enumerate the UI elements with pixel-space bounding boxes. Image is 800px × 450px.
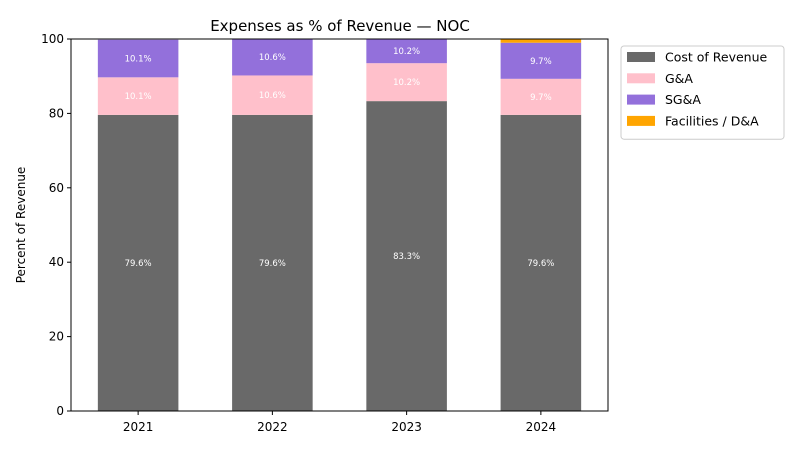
bar-2022-series-2: [232, 39, 313, 76]
legend-box: [620, 45, 785, 140]
x-tick-label: 2021: [123, 420, 154, 434]
bar-label: 83.3%: [393, 252, 420, 262]
y-tick-label: 60: [49, 181, 64, 195]
x-tick-label: 2022: [257, 420, 288, 434]
bar-label: 79.6%: [125, 259, 152, 269]
bar-label: 10.2%: [393, 47, 420, 57]
y-axis-label: Percent of Revenue: [14, 167, 28, 284]
y-tick-label: 20: [49, 330, 64, 344]
bar-label: 79.6%: [527, 259, 554, 269]
y-tick-label: 80: [49, 106, 64, 120]
bar-2021-series-0: [97, 114, 179, 411]
legend-swatch: [627, 94, 655, 105]
bar-2024-series-1: [500, 78, 582, 115]
legend-label: SG&A: [665, 92, 701, 107]
legend-label: G&A: [665, 71, 693, 86]
bar-2021-series-1: [97, 77, 179, 115]
legend: Cost of Revenue G&A SG&A Facilities / D&A: [620, 45, 785, 140]
bar-label: 79.6%: [259, 259, 286, 269]
y-tick-label: 100: [41, 32, 64, 46]
bar-2024-series-0: [500, 114, 582, 411]
bar-2022-series-0: [232, 114, 313, 411]
bar-label: 9.7%: [530, 57, 552, 67]
bar-label: 10.6%: [259, 53, 286, 63]
bar-2023-series-1: [366, 63, 447, 102]
x-tick-label: 2024: [526, 420, 557, 434]
y-tick-label: 40: [49, 255, 64, 269]
bar-label: 9.7%: [530, 93, 552, 103]
bar-2021-series-2: [97, 39, 179, 78]
plot-area: 79.6% 10.1% 10.1% 79.6% 10.6% 10.6% 83.3% 10.2%…: [41, 32, 609, 434]
bar-2024-series-2: [500, 42, 582, 79]
bar-label: 10.2%: [393, 78, 420, 88]
bar-label: 10.1%: [125, 92, 152, 102]
y-tick-label: 0: [56, 404, 64, 418]
legend-swatch: [627, 52, 655, 62]
legend-label: Cost of Revenue: [665, 50, 768, 65]
bar-2022-series-1: [232, 75, 313, 115]
bar-2024-series-3: [500, 39, 582, 43]
bar-2023-series-0: [366, 101, 447, 412]
axes-frame: [70, 38, 609, 412]
bar-label: 10.1%: [125, 55, 152, 65]
legend-swatch: [627, 73, 655, 84]
x-tick-label: 2023: [391, 420, 422, 434]
legend-swatch: [627, 115, 655, 126]
legend-label: Facilities / D&A: [665, 113, 759, 128]
bar-2023-series-2: [366, 39, 447, 64]
chart-title: Expenses as % of Revenue — NOC: [210, 17, 470, 35]
bar-label: 10.6%: [259, 91, 286, 101]
